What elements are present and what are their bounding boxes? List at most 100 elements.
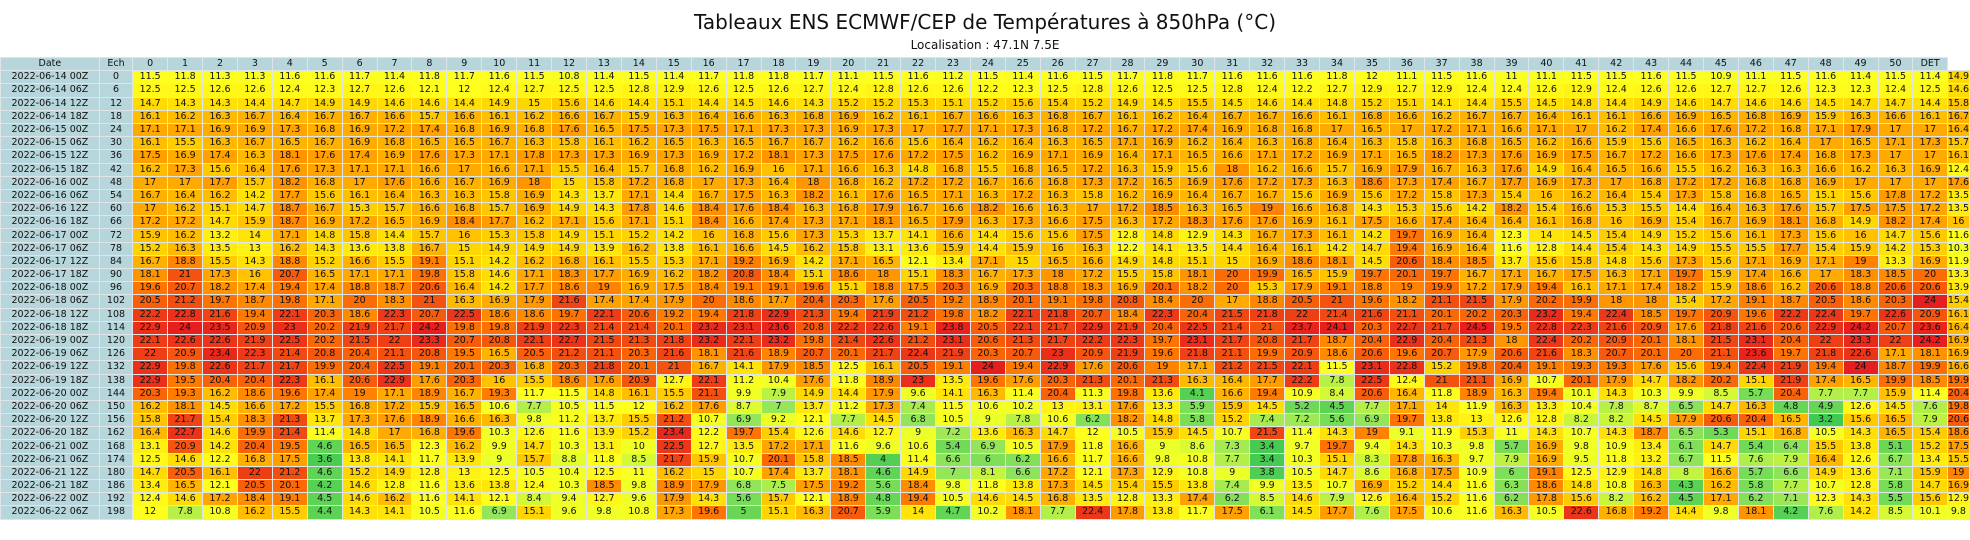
column-header: 15 [655,56,692,72]
table-cell: 17.3 [1284,228,1321,243]
table-cell: 22.6 [167,333,204,349]
table-cell: 16.5 [1598,162,1635,177]
table-cell: 17.1 [376,267,413,283]
table-cell: 23.2 [760,333,797,349]
table-cell: 19.2 [935,294,971,309]
table-cell: 12.4 [1458,83,1495,98]
table-cell: 11.8 [1074,439,1111,454]
table-cell: 19.6 [1737,307,1774,322]
table-cell: 18.9 [760,347,797,362]
table-cell: 17.2 [725,149,762,164]
table-cell: 10.3 [551,439,587,454]
table-cell: 15.4 [760,426,797,441]
table-cell: 4.6 [306,439,343,454]
table-cell: 21.3 [1144,373,1181,388]
table-cell: 16.5 [900,215,937,230]
table-cell: 6.7 [1668,452,1704,467]
table-cell: 16.2 [620,136,657,151]
table-cell: 9.8 [1702,505,1739,520]
table-cell: 16.3 [236,149,273,164]
table-cell: 15.9 [1214,399,1251,415]
table-cell: 16.6 [1284,162,1321,177]
table-cell: 16.9 [1319,188,1355,204]
table-cell: 15.1 [1319,452,1355,467]
table-cell: 10.8 [202,505,238,520]
table-cell: 18.8 [1249,294,1286,309]
table-cell: 12.1 [795,413,832,428]
table-cell: 11.7 [690,70,727,85]
table-cell: 7.4 [900,399,937,415]
table-cell: 4.6 [306,465,343,481]
table-cell: 21.3 [271,413,308,428]
table-cell: 13.5 [1946,202,1970,217]
table-cell: 7.8 [1598,399,1635,415]
column-header: 4 [271,56,308,72]
table-cell: 20.5 [969,320,1006,335]
table-cell: 16.8 [1737,175,1774,190]
table-cell: 23.2 [1528,307,1565,322]
table-cell: 16.5 [376,439,413,454]
table-cell: 20.4 [1737,413,1774,428]
column-header: 29 [1144,56,1181,72]
table-cell: 21.7 [865,347,902,362]
table-cell: 20.3 [306,307,343,322]
table-cell: 17.6 [1214,175,1251,190]
table-cell: 11.2 [830,399,867,415]
table-cell: 21.8 [1807,347,1844,362]
table-cell: 10.7 [690,413,727,428]
table-cell: 10.2 [1004,399,1041,415]
table-cell: 11.4 [1004,70,1041,85]
table-cell: 14.9 [1109,96,1146,111]
table-cell: 19.4 [1807,360,1844,375]
table-cell: 22.9 [132,320,169,335]
table-row: 2022-06-22 00Z 192 12.4 14.6 17.2 18.4 19.1 4.5… [0,492,1970,507]
table-cell: 17.3 [585,149,622,164]
table-cell: 16.9 [1528,439,1565,454]
table-cell: 4.5 [1319,399,1355,415]
table-cell: 16.6 [865,136,902,151]
table-cell: 20.4 [341,360,378,375]
table-cell: 6.5 [1668,426,1704,441]
table-cell: 20.3 [1039,373,1076,388]
table-cell: 17.7 [516,281,553,296]
row-date: 2022-06-14 00Z [0,70,100,85]
table-cell: 17 [1912,122,1948,138]
table-row: 2022-06-17 06Z 78 15.2 16.3 13.5 13 16.2 14.3 13… [0,241,1970,256]
table-cell: 11.6 [900,70,937,85]
table-cell: 18.6 [1353,175,1390,190]
table-cell: 16.7 [1493,109,1530,124]
table-cell: 14.2 [1877,241,1914,256]
table-cell: 15.7 [236,175,273,190]
table-cell: 14.3 [690,492,727,507]
table-cell: 17.8 [1877,188,1914,204]
table-cell: 17.5 [935,149,971,164]
table-cell: 10.4 [1563,399,1600,415]
table-cell: 16.9 [620,267,657,283]
table-cell: 20.8 [481,333,518,349]
table-cell: 16.1 [132,136,169,151]
column-header: 34 [1319,56,1355,72]
table-cell: 12.7 [1319,83,1355,98]
table-cell: 17.7 [1493,175,1530,190]
row-date: 2022-06-21 18Z [0,478,100,494]
table-cell: 14.4 [1598,96,1635,111]
table-cell: 20.6 [620,307,657,322]
table-cell: 14.1 [935,386,971,401]
table-cell: 13.6 [900,241,937,256]
table-cell: 20.4 [202,373,238,388]
table-cell: 10.8 [1598,478,1635,494]
table-cell: 17.3 [760,122,797,138]
table-cell: 18.6 [1946,426,1970,441]
table-cell: 15.4 [202,413,238,428]
table-cell: 21.7 [236,360,273,375]
column-header: 27 [1074,56,1111,72]
table-cell: 16.1 [1563,281,1600,296]
table-cell: 13.4 [935,254,971,270]
table-cell: 15.5 [1144,478,1181,494]
table-cell: 21.9 [935,347,971,362]
table-cell: 16.4 [760,175,797,190]
table-cell: 14.6 [167,492,204,507]
table-cell: 19.9 [1249,347,1286,362]
table-cell: 16.8 [830,202,867,217]
table-cell: 21.4 [585,320,622,335]
